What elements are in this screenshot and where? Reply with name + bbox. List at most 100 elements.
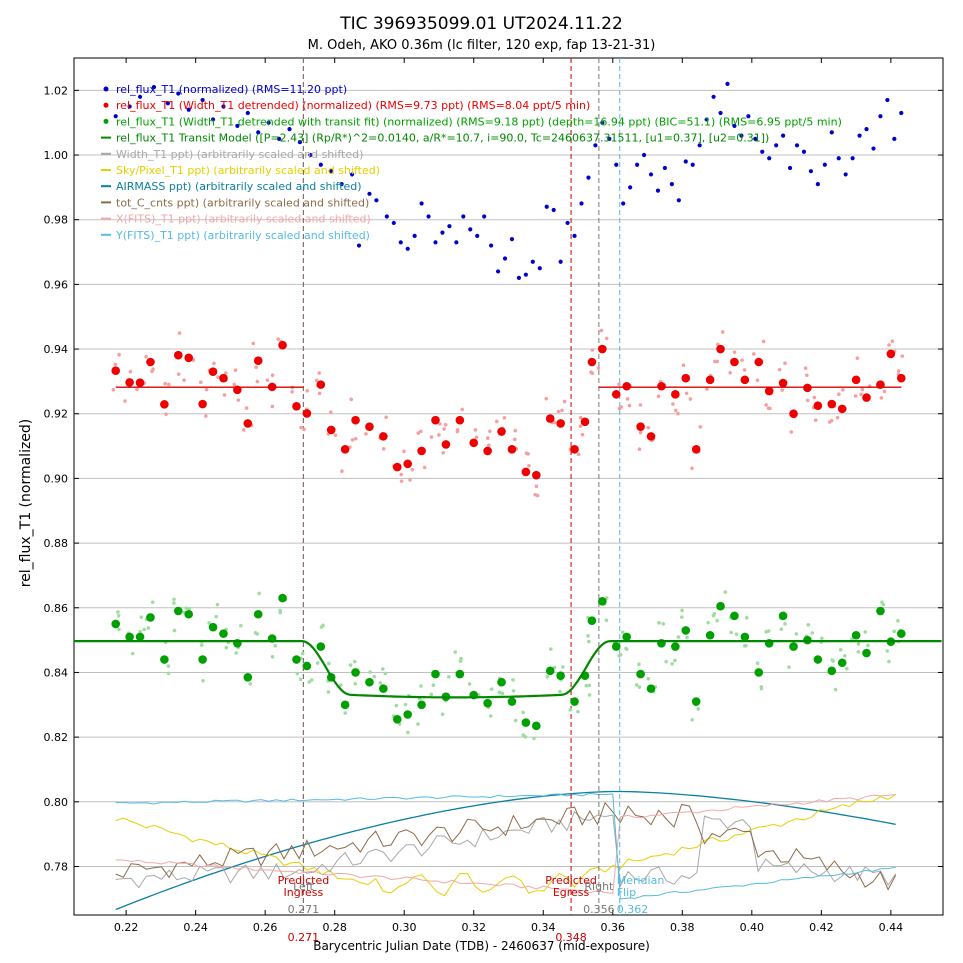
binned-point — [611, 642, 621, 651]
width-line — [115, 810, 897, 889]
raw-point — [856, 649, 861, 654]
data-point — [523, 272, 528, 277]
raw-point — [144, 354, 148, 359]
y-tick-label: 0.96 — [44, 278, 69, 291]
data-point — [648, 172, 654, 177]
binned-point — [111, 619, 121, 629]
raw-point — [453, 650, 458, 654]
raw-point — [166, 382, 171, 387]
data-point — [878, 114, 883, 119]
binned-point — [778, 611, 788, 621]
data-point — [662, 165, 668, 171]
data-point — [186, 107, 191, 112]
raw-point — [568, 708, 573, 712]
chart-title: TIC 396935099.01 UT2024.11.22 — [340, 14, 623, 34]
raw-point — [254, 365, 258, 370]
binned-point — [754, 668, 764, 677]
raw-point — [298, 677, 303, 682]
raw-point — [755, 661, 760, 665]
raw-point — [123, 399, 127, 403]
binned-point — [862, 648, 871, 658]
binned-point — [497, 427, 506, 436]
raw-point — [416, 722, 420, 726]
binned-point — [351, 415, 360, 425]
marker-label: Predicted — [278, 874, 330, 887]
raw-point — [764, 403, 768, 407]
raw-point — [429, 435, 434, 439]
binned-point — [691, 445, 701, 454]
raw-point — [199, 643, 204, 647]
raw-point — [755, 378, 760, 383]
data-points — [111, 81, 906, 741]
raw-point — [317, 371, 322, 375]
raw-point — [139, 615, 144, 620]
raw-point — [368, 670, 372, 674]
data-point — [297, 139, 303, 145]
raw-point — [637, 685, 642, 689]
raw-point — [467, 682, 472, 686]
raw-point — [627, 403, 632, 408]
legend-label: rel_flux_T1 (normalized) (RMS=11.20 ppt) — [116, 83, 347, 96]
raw-point — [224, 645, 229, 650]
raw-point — [544, 396, 549, 401]
data-point — [165, 101, 170, 106]
binned-point — [827, 399, 837, 409]
raw-point — [646, 425, 651, 430]
raw-point — [584, 683, 589, 688]
data-point — [676, 198, 681, 203]
raw-point — [207, 621, 211, 625]
y-tick-label: 0.92 — [44, 408, 69, 421]
y-tick-label: 1.02 — [44, 84, 69, 97]
raw-point — [299, 425, 303, 430]
raw-point — [856, 642, 861, 646]
raw-point — [838, 648, 843, 652]
raw-point — [787, 665, 791, 669]
raw-point — [806, 623, 811, 627]
raw-point — [307, 680, 312, 684]
marker-lines — [302, 58, 621, 915]
raw-point — [381, 447, 386, 451]
binned-point — [740, 375, 750, 385]
binned-point — [441, 440, 451, 449]
data-point — [767, 156, 772, 161]
raw-point — [406, 730, 410, 735]
raw-point — [524, 451, 529, 456]
binned-point — [556, 671, 565, 680]
data-point — [593, 143, 598, 148]
raw-point — [761, 339, 766, 344]
marker-label: Left — [293, 880, 314, 893]
data-point — [502, 256, 508, 261]
legend: rel_flux_T1 (normalized) (RMS=11.20 ppt)… — [101, 83, 842, 242]
raw-point — [135, 387, 139, 392]
binned-point — [570, 445, 579, 454]
binned-point — [580, 417, 590, 427]
raw-point — [290, 390, 294, 394]
raw-point — [232, 382, 237, 387]
raw-point — [580, 432, 585, 437]
binned-point — [611, 390, 621, 399]
raw-point — [604, 336, 609, 341]
binned-point — [326, 425, 336, 435]
data-point — [356, 243, 362, 248]
raw-point — [794, 632, 799, 636]
data-point — [607, 136, 612, 141]
raw-point — [843, 653, 847, 658]
raw-point — [255, 379, 260, 384]
data-point — [544, 204, 549, 209]
chart-subtitle: M. Odeh, AKO 0.36m (lc filter, 120 exp, … — [307, 38, 656, 53]
binned-point — [302, 409, 312, 418]
raw-point — [372, 674, 377, 679]
raw-point — [715, 618, 719, 623]
binned-point — [545, 414, 555, 423]
raw-point — [679, 615, 684, 619]
raw-point — [696, 707, 701, 711]
x-tick-label: 0.32 — [461, 921, 486, 934]
binned-point — [365, 677, 374, 687]
data-point — [454, 240, 459, 245]
data-point — [127, 104, 132, 109]
raw-point — [859, 392, 863, 397]
raw-point — [534, 484, 539, 489]
raw-point — [176, 372, 181, 376]
raw-point — [779, 627, 784, 631]
data-point — [864, 127, 869, 132]
